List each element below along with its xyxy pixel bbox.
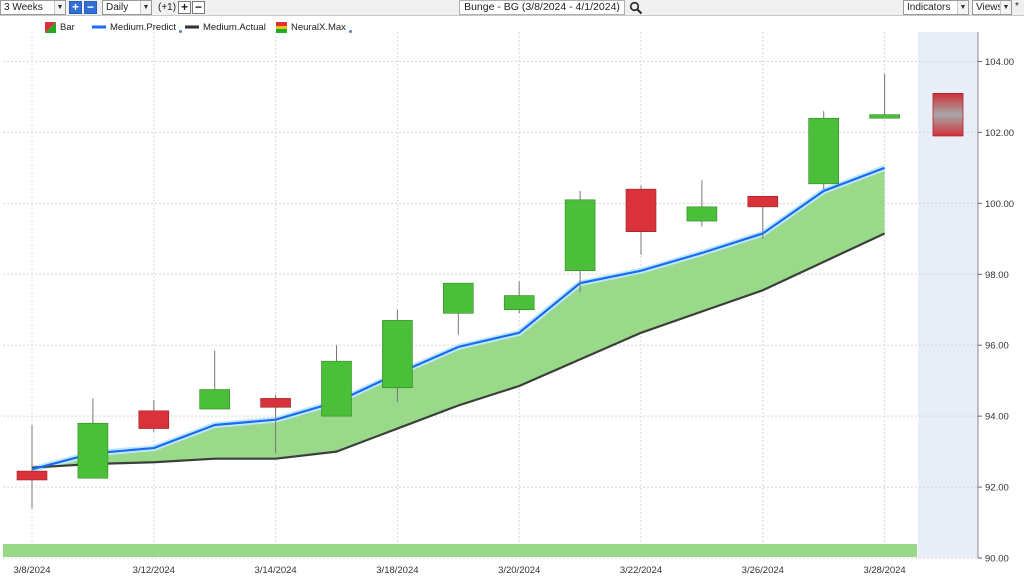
symbol-title-field[interactable]: Bunge - BG (3/8/2024 - 4/1/2024) [459,0,625,15]
offset-plus-button[interactable]: + [178,1,191,14]
search-icon[interactable] [629,1,643,15]
range-value: 3 Weeks [4,2,43,13]
candle [260,394,291,454]
candle [625,185,657,255]
candle-body [260,398,291,408]
candle-body [16,470,48,481]
candle [382,309,413,402]
interval-value: Daily [106,2,129,13]
candle-body [564,199,596,272]
candle-body [503,295,535,311]
views-label: Views [976,2,1003,13]
candle [77,398,109,479]
candle [442,282,474,335]
chevron-down-icon: ▼ [140,1,151,14]
line-icon [92,25,106,29]
candle-body [382,320,413,389]
legend-item-medium-predict[interactable]: Medium.Predict [92,22,182,33]
candle [503,281,535,314]
legend-item-neuralx-max[interactable]: NeuralX.Max [276,22,352,34]
candle-body [747,195,779,208]
legend-label: Bar [60,22,75,34]
legend-label: Medium.Actual [203,22,266,33]
x-tick-label: 3/20/2024 [498,565,540,576]
y-tick-label: 96.00 [985,341,1009,352]
neural-icon [276,22,287,33]
offset-label: (+1) [158,2,177,13]
candle-body [869,114,900,119]
y-tick-label: 98.00 [985,270,1009,281]
settings-dot-icon[interactable] [348,30,352,34]
chart-legend: Bar Medium.Predict Medium.Actual NeuralX… [0,18,900,34]
candle [808,111,840,190]
price-chart[interactable]: 90.00 92.00 94.00 96.00 98.00 100.00 102.00 104… [0,32,1024,579]
x-tick-label: 3/26/2024 [742,565,784,576]
y-tick-label: 100.00 [985,199,1014,210]
volume-bar [3,544,917,557]
x-tick-label: 3/22/2024 [620,565,662,576]
y-axis: 90.00 92.00 94.00 96.00 98.00 100.00 102.00 104… [978,57,1014,565]
indicators-label: Indicators [907,2,951,13]
candle-body [625,188,657,233]
legend-item-bar[interactable]: Bar [45,22,75,33]
x-axis: 3/8/2024 3/12/2024 3/14/2024 3/18/2024 3/20/… [14,565,906,576]
range-dropdown[interactable]: 3 Weeks ▼ [0,0,66,15]
x-tick-label: 3/18/2024 [376,565,418,576]
x-tick-label: 3/8/2024 [14,565,51,576]
interval-dropdown[interactable]: Daily ▼ [102,0,152,15]
grid-lines [3,32,978,559]
candle-body [321,360,352,417]
x-tick-label: 3/28/2024 [863,565,905,576]
views-dropdown[interactable]: Views ▼ [972,0,1012,15]
candle-body [138,410,170,429]
candle-body [442,282,474,314]
y-tick-label: 104.00 [985,57,1014,68]
candle-body [808,117,840,185]
neuralx-forecast-box [932,92,964,137]
line-icon [185,25,199,29]
chevron-down-icon: ▼ [54,1,65,14]
y-tick-label: 102.00 [985,128,1014,139]
candle-body [199,389,230,410]
candle-body [77,422,109,479]
y-tick-label: 90.00 [985,554,1009,565]
indicators-dropdown[interactable]: Indicators ▼ [903,0,969,15]
candle [747,195,779,239]
y-tick-label: 94.00 [985,412,1009,423]
bar-icon [45,22,56,33]
legend-label: Medium.Predict [110,22,176,33]
medium-predict-line [31,166,885,471]
settings-dot-icon[interactable] [179,30,182,33]
offset-minus-button[interactable]: − [192,1,205,14]
chevron-down-icon: ▼ [1000,1,1011,14]
candle [138,400,170,433]
medium-actual-line [31,232,886,469]
candle-body [686,206,718,222]
candles [16,73,900,509]
views-star: * [1015,1,1019,12]
legend-item-medium-actual[interactable]: Medium.Actual [185,22,266,33]
zoom-in-button[interactable]: + [69,1,82,14]
zoom-out-button[interactable]: − [84,1,97,14]
candle [199,350,230,410]
legend-label: NeuralX.Max [291,22,346,34]
x-tick-label: 3/14/2024 [254,565,296,576]
candle [686,180,718,227]
toolbar: 3 Weeks ▼ + − Daily ▼ (+1) + − Bunge - B… [0,0,1024,16]
y-tick-label: 92.00 [985,483,1009,494]
candle [16,425,48,509]
candle [869,73,900,119]
candle [564,190,596,292]
chevron-down-icon: ▼ [957,1,968,14]
candle [321,345,352,417]
x-tick-label: 3/12/2024 [133,565,175,576]
